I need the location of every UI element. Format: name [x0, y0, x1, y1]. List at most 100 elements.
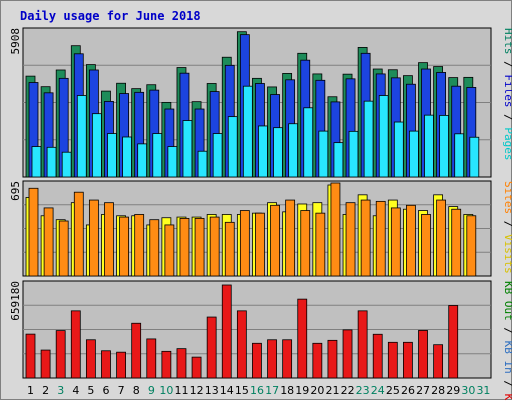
bar-sites-day-29 — [451, 208, 462, 277]
panel-top: 5908 Hits / Files / Pages — [9, 27, 512, 178]
bar-pages-day-28 — [439, 114, 450, 178]
bar-pages-day-15 — [242, 85, 253, 178]
day-label-8: 8 — [133, 384, 140, 397]
day-label-26: 26 — [401, 384, 415, 397]
bar-kb-f-day-13 — [206, 316, 217, 379]
bar-sites-day-3 — [58, 220, 69, 277]
panel-top-legend: Hits / Files / Pages — [502, 28, 512, 161]
bar-pages-day-30 — [469, 136, 480, 178]
panel-bottom-max-label: 659180 — [9, 281, 22, 321]
bar-kb-f-day-2 — [40, 349, 51, 379]
bar-kb-f-day-20 — [312, 342, 323, 379]
bar-sites-day-8 — [134, 214, 145, 277]
bar-kb-f-day-26 — [403, 341, 413, 379]
bar-pages-day-19 — [303, 107, 314, 178]
bar-pages-day-5 — [91, 113, 102, 178]
day-label-20: 20 — [310, 384, 324, 397]
bar-sites-day-24 — [375, 200, 386, 277]
day-label-13: 13 — [205, 384, 219, 397]
bar-kb-f-day-27 — [418, 330, 428, 379]
bar-pages-day-7 — [122, 136, 132, 178]
panel-middle-max-label: 695 — [9, 181, 22, 201]
bar-kb-f-day-25 — [387, 341, 398, 379]
panel-middle: 695 Sites / Visits — [9, 180, 512, 277]
day-label-15: 15 — [235, 384, 249, 397]
panel-middle-legend-item: Visits — [502, 234, 512, 274]
day-label-5: 5 — [87, 384, 94, 397]
bar-sites-day-30 — [466, 215, 477, 277]
bar-kb-f-day-7 — [116, 351, 126, 379]
bar-pages-day-10 — [167, 146, 178, 178]
bar-pages-day-25 — [393, 121, 404, 178]
day-label-18: 18 — [280, 384, 294, 397]
bar-pages-day-11 — [182, 120, 193, 178]
bar-sites-day-9 — [149, 219, 160, 277]
day-label-19: 19 — [295, 384, 309, 397]
bar-sites-day-19 — [300, 210, 311, 277]
day-label-31: 31 — [476, 384, 490, 397]
bar-sites-day-16 — [255, 212, 265, 277]
bar-sites-day-5 — [88, 199, 99, 277]
bar-sites-day-15 — [239, 210, 250, 277]
panel-top-legend-item: / — [502, 108, 512, 128]
bar-pages-day-17 — [273, 127, 283, 178]
panel-middle-legend: Sites / Visits — [502, 181, 512, 274]
bar-pages-day-6 — [107, 133, 117, 178]
bar-pages-day-20 — [318, 130, 329, 178]
day-label-6: 6 — [103, 384, 110, 397]
bar-pages-day-21 — [333, 142, 344, 178]
bar-sites-day-25 — [390, 207, 401, 277]
bar-sites-day-10 — [164, 224, 175, 277]
bar-kb-f-day-21 — [327, 339, 338, 379]
bar-kb-f-day-16 — [252, 342, 262, 379]
bar-pages-day-22 — [348, 130, 359, 178]
bar-sites-day-18 — [285, 199, 296, 277]
bar-kb-f-day-10 — [161, 350, 172, 379]
panel-top-legend-item: / — [502, 55, 512, 75]
day-label-28: 28 — [431, 384, 445, 397]
bar-sites-day-4 — [73, 191, 84, 277]
bar-sites-day-17 — [270, 204, 280, 277]
bar-kb-f-day-15 — [236, 310, 247, 379]
bar-kb-f-day-4 — [70, 310, 81, 379]
day-label-25: 25 — [386, 384, 400, 397]
day-label-30: 30 — [461, 384, 475, 397]
bar-kb-f-day-19 — [297, 298, 308, 379]
day-label-11: 11 — [175, 384, 189, 397]
day-label-12: 12 — [190, 384, 204, 397]
bar-sites-day-7 — [119, 216, 129, 277]
day-label-21: 21 — [325, 384, 339, 397]
day-label-4: 4 — [72, 384, 79, 397]
day-label-9: 9 — [148, 384, 155, 397]
day-label-24: 24 — [371, 384, 385, 397]
bar-kb-f-day-12 — [191, 356, 202, 379]
bar-sites-day-23 — [360, 199, 371, 277]
panel-middle-legend-item: Sites — [502, 181, 512, 214]
bar-pages-day-9 — [152, 133, 163, 178]
bar-kb-f-day-29 — [448, 305, 459, 379]
panel-bottom-legend-item: KB In — [502, 341, 512, 374]
bar-sites-day-21 — [330, 182, 341, 277]
bar-kb-f-day-5 — [85, 339, 96, 379]
panel-top-legend-item: Hits — [502, 28, 512, 55]
bar-pages-day-18 — [288, 123, 299, 178]
day-label-22: 22 — [341, 384, 355, 397]
chart-title: Daily usage for June 2018 — [20, 9, 201, 23]
day-label-14: 14 — [220, 384, 234, 397]
bar-kb-f-day-23 — [357, 310, 368, 379]
panel-bottom-legend-item: KB Out — [502, 281, 512, 321]
panel-bottom-legend-item: / — [502, 321, 512, 341]
day-label-2: 2 — [42, 384, 49, 397]
bar-kb-f-day-18 — [282, 339, 293, 379]
day-label-3: 3 — [57, 384, 64, 397]
bar-pages-day-12 — [197, 150, 208, 178]
bar-pages-day-29 — [454, 133, 465, 178]
bar-sites-day-1 — [28, 187, 39, 277]
day-label-17: 17 — [265, 384, 279, 397]
day-label-7: 7 — [118, 384, 125, 397]
bar-sites-day-12 — [194, 217, 205, 277]
panel-top-legend-item: Files — [502, 74, 512, 107]
bar-pages-day-4 — [76, 95, 87, 178]
